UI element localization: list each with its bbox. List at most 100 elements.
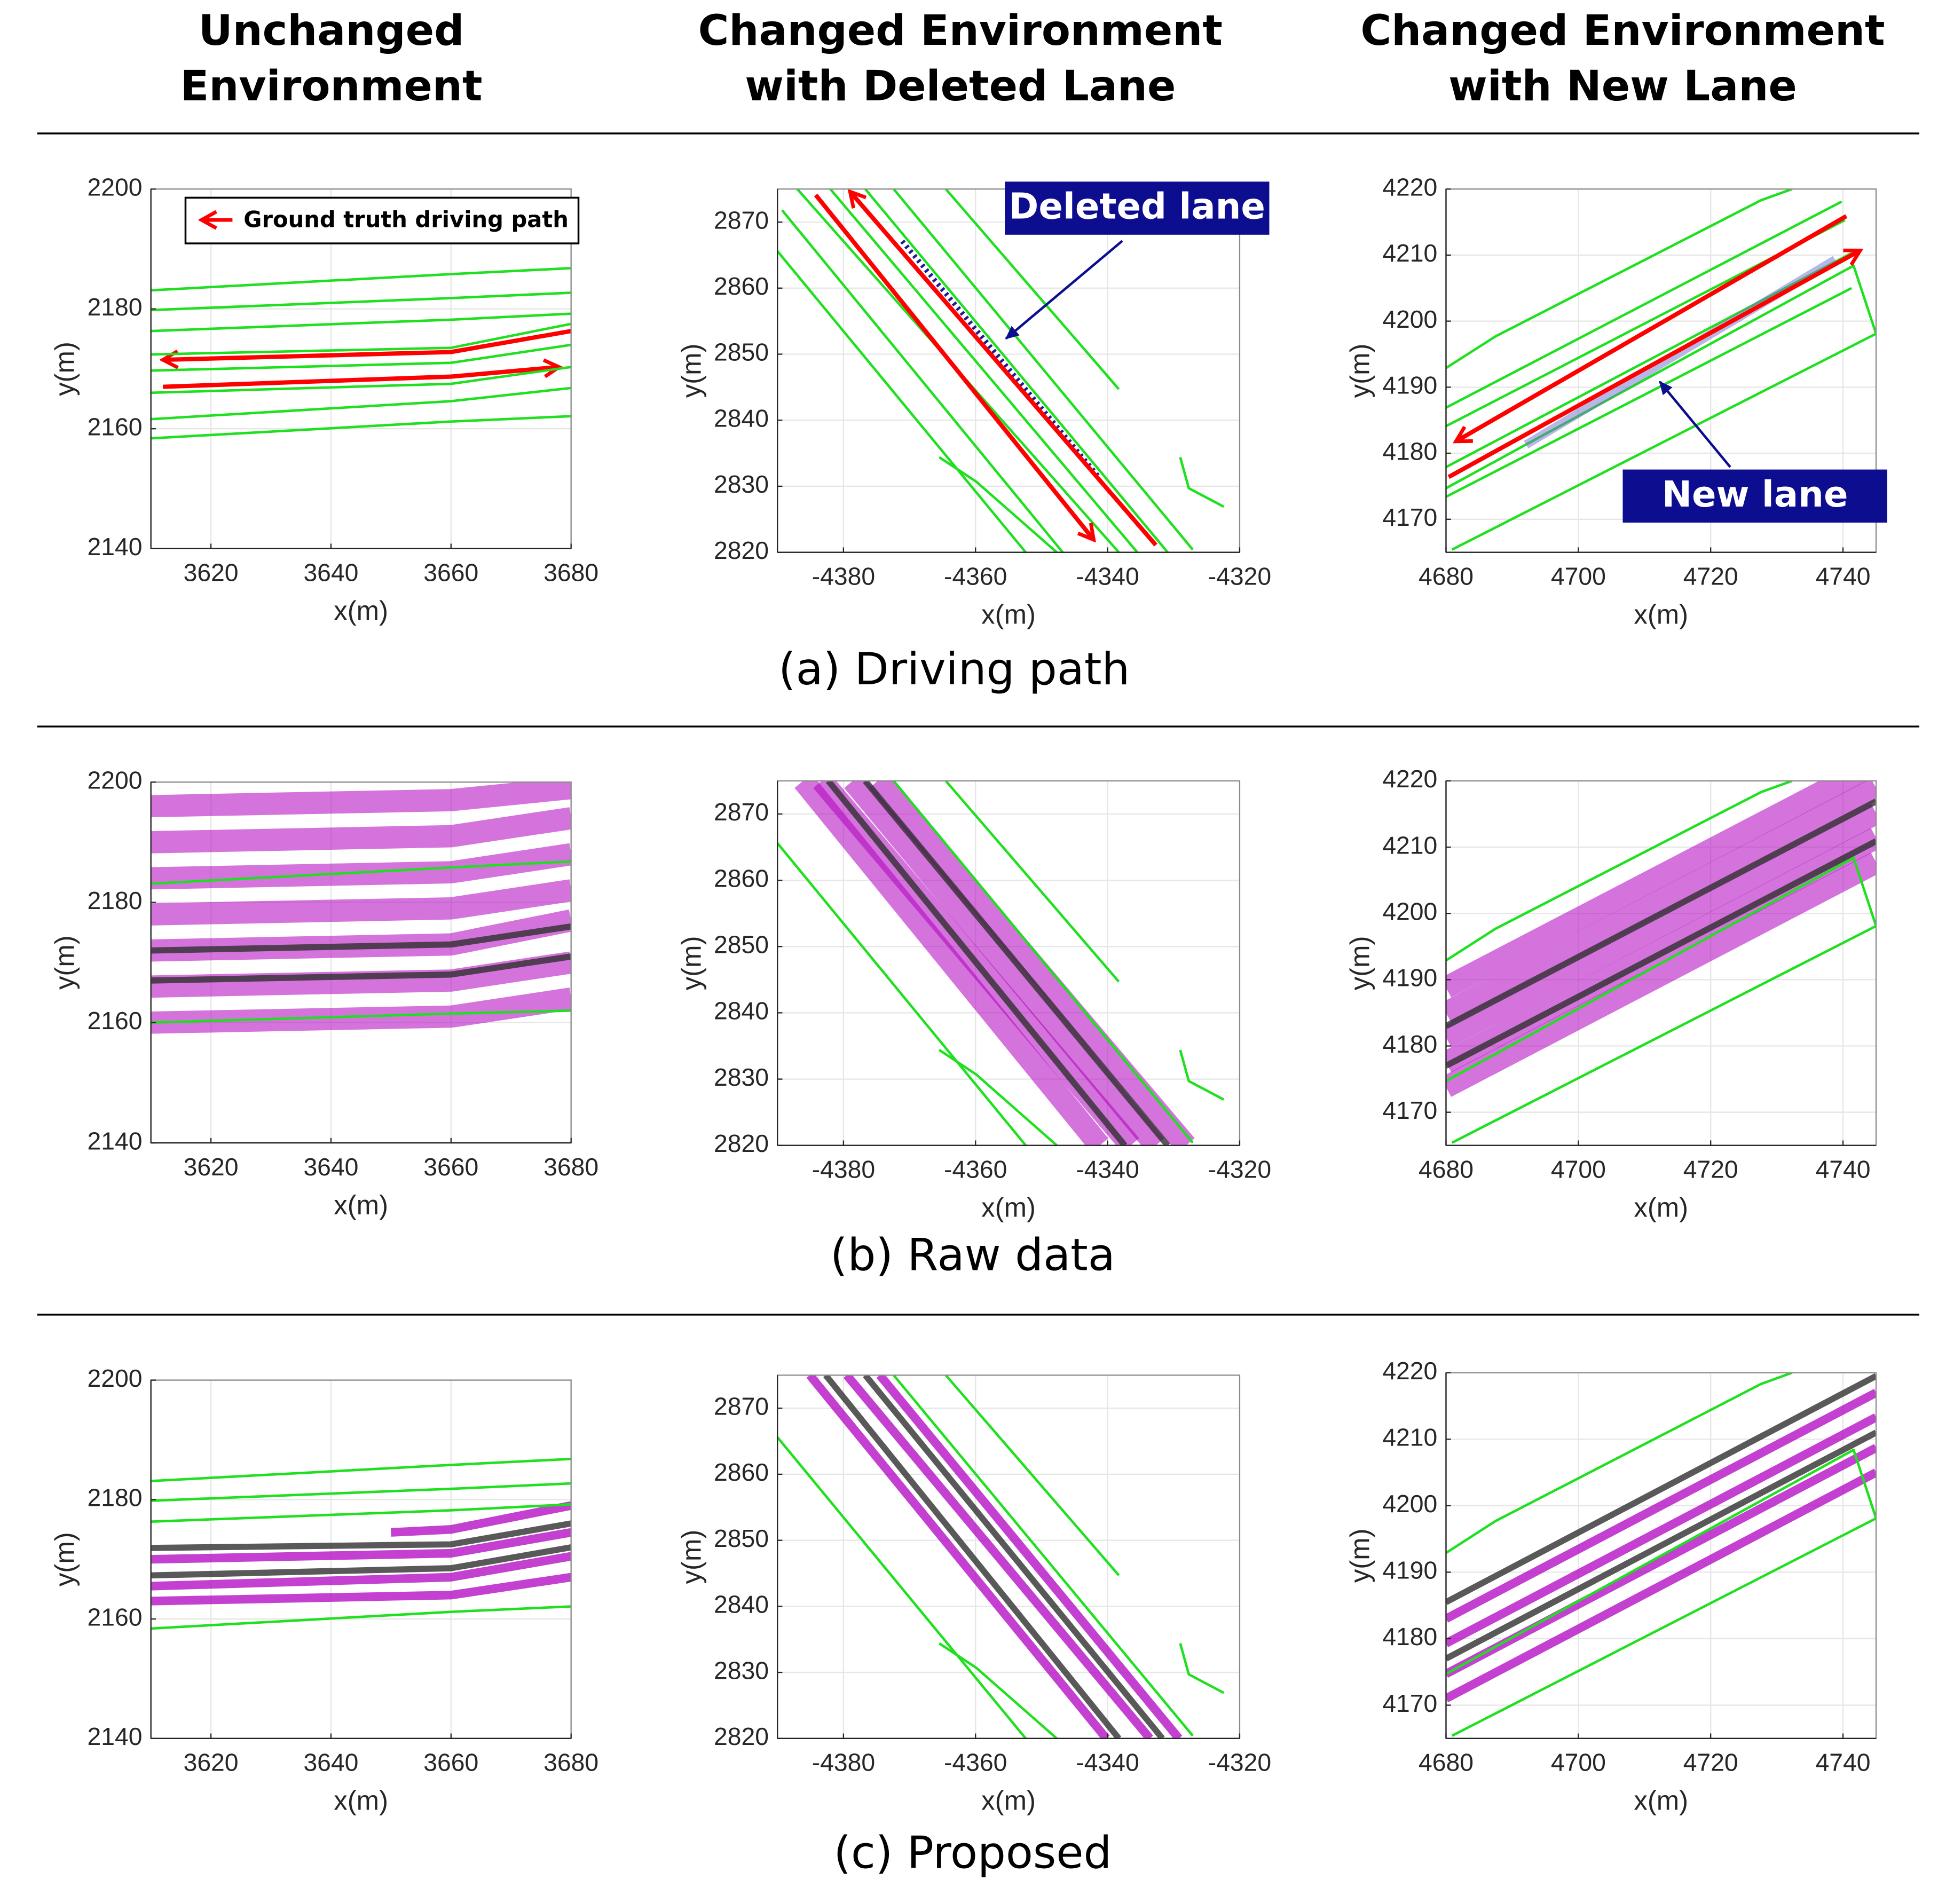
series-line	[151, 1520, 571, 1551]
series-layer	[777, 780, 1225, 1145]
y-tick-label: 2160	[87, 1603, 142, 1631]
x-tick-label: 3620	[184, 1153, 239, 1181]
y-axis-label: y(m)	[1345, 936, 1375, 990]
y-tick-label: 2140	[87, 533, 142, 560]
series-line	[864, 189, 1169, 552]
series-layer	[1446, 1372, 1877, 1737]
series-line	[1446, 852, 1877, 1097]
y-tick-label: 2870	[714, 206, 769, 234]
series-layer	[151, 782, 571, 1034]
x-tick-label: 3640	[303, 559, 358, 587]
series-line	[781, 209, 1064, 552]
series-line	[944, 780, 1120, 983]
x-axis-label: x(m)	[334, 1786, 388, 1816]
series-line	[938, 1049, 1058, 1145]
x-tick-label: 4680	[1419, 1156, 1474, 1183]
series-line	[1446, 1429, 1877, 1662]
series-line	[1179, 1643, 1225, 1694]
y-tick-label: 4170	[1382, 1689, 1437, 1717]
y-tick-label: 4190	[1382, 1557, 1437, 1584]
y-tick-label: 4190	[1382, 372, 1437, 399]
x-tick-label: 3640	[303, 1749, 358, 1776]
legend: Ground truth driving path	[184, 196, 580, 244]
series-line	[151, 1457, 571, 1482]
y-tick-label: 4170	[1382, 503, 1437, 531]
y-tick-label: 2850	[714, 1524, 769, 1552]
series-line	[151, 312, 571, 333]
subplot: 4680 4700 4720 4740 4170 4180 4190 4200 4210 4220…	[1345, 173, 1877, 630]
series-line	[814, 193, 1094, 540]
series-line	[938, 1642, 1058, 1739]
series-line	[151, 807, 571, 854]
y-tick-label: 4220	[1382, 173, 1437, 201]
series-line	[151, 1503, 571, 1523]
x-tick-label: 3680	[543, 559, 598, 587]
series-line	[794, 780, 1108, 1145]
series-line	[151, 953, 571, 984]
x-tick-label: 3620	[184, 559, 239, 587]
y-tick-label: 2160	[87, 1007, 142, 1034]
series-line	[1446, 838, 1877, 1069]
series-line	[151, 923, 571, 954]
series-layer	[151, 267, 571, 440]
x-axis-label: x(m)	[1634, 599, 1688, 630]
series-line	[844, 780, 1164, 1145]
y-axis-label: y(m)	[50, 342, 80, 396]
y-tick-label: 4200	[1382, 897, 1437, 925]
x-tick-label: 4700	[1551, 1156, 1606, 1183]
subplot: -4380 -4360 -4340 -4320 2820 2830 2840 2850 2860…	[676, 188, 1271, 630]
y-tick-label: 4220	[1382, 765, 1437, 793]
series-layer	[151, 1457, 571, 1630]
annotation-arrow	[1659, 381, 1731, 468]
y-tick-label: 4180	[1382, 437, 1437, 465]
row-caption: (c) Proposed	[833, 1827, 1112, 1879]
column-header: Unchanged	[199, 6, 464, 55]
x-tick-label: 3660	[423, 559, 478, 587]
x-tick-label: 4740	[1816, 1749, 1871, 1776]
series-line	[1446, 1448, 1877, 1737]
series-line	[1446, 1444, 1877, 1678]
subplot: -4380 -4360 -4340 -4320 2820 2830 2840 2850 2860…	[676, 1374, 1271, 1816]
series-line	[151, 1573, 571, 1606]
series-line	[151, 1528, 571, 1564]
series-layer	[1446, 780, 1877, 1144]
series-line	[151, 1482, 571, 1502]
y-tick-label: 2870	[714, 1392, 769, 1420]
x-tick-label: 3640	[303, 1153, 358, 1181]
series-line	[151, 322, 571, 356]
series-line	[777, 842, 1027, 1145]
series-line	[151, 951, 571, 998]
x-tick-label: -4380	[812, 1749, 875, 1776]
series-line	[944, 189, 1120, 390]
annotation-arrow	[1005, 240, 1123, 340]
charts: 3620 3640 3660 3680 2140 2160 2180 2200 x(m) y(m)…	[50, 173, 1877, 1816]
series-line	[1446, 780, 1868, 998]
series-line	[1447, 248, 1860, 479]
series-line	[151, 415, 571, 440]
series-line	[938, 456, 1058, 552]
y-tick-label: 2820	[714, 1723, 769, 1750]
series-line	[825, 780, 1128, 1145]
column-header: Environment	[180, 61, 483, 110]
x-axis-label: x(m)	[981, 1786, 1036, 1816]
x-axis-label: x(m)	[334, 1190, 388, 1220]
series-line	[1446, 1468, 1877, 1703]
x-tick-label: -4360	[944, 1156, 1007, 1183]
y-axis-label: y(m)	[676, 936, 706, 990]
series-line	[1456, 214, 1848, 444]
x-tick-label: -4340	[1076, 1156, 1139, 1183]
y-tick-label: 2200	[87, 1364, 142, 1392]
y-axis-label: y(m)	[50, 935, 80, 990]
y-tick-label: 2180	[87, 1484, 142, 1512]
series-line	[1446, 803, 1877, 1047]
annotation-text: New lane	[1662, 473, 1848, 515]
y-tick-label: 2820	[714, 1129, 769, 1157]
x-tick-label: 3660	[423, 1153, 478, 1181]
series-line	[777, 1436, 1027, 1739]
subplot: 4680 4700 4720 4740 4170 4180 4190 4200 4210 4220…	[1345, 1357, 1877, 1816]
series-line	[163, 329, 571, 360]
annotation: Deleted lane	[1005, 181, 1270, 340]
series-line	[893, 780, 1194, 1144]
subplot: 3620 3640 3660 3680 2140 2160 2180 2200 x(m) y(m)	[50, 1364, 598, 1816]
